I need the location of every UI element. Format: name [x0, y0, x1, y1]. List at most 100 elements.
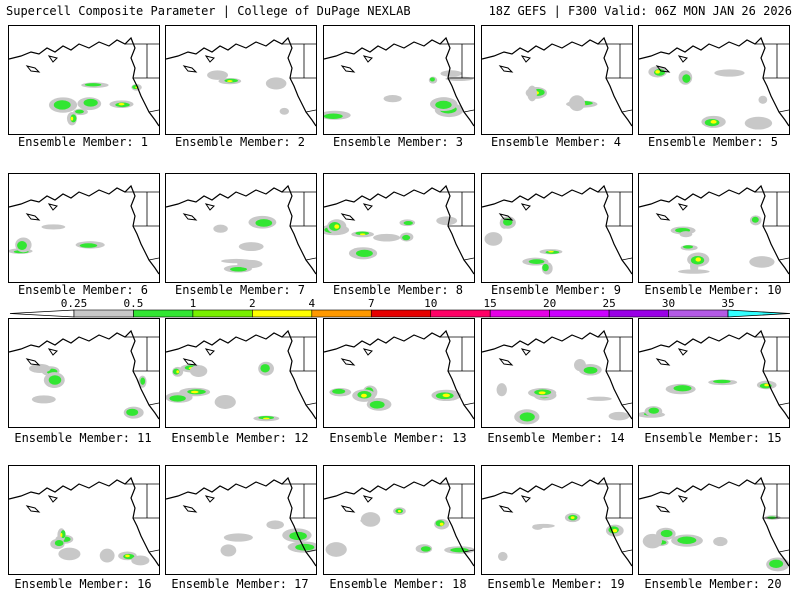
map-canvas [9, 184, 159, 275]
coastline [778, 257, 789, 261]
colorbar-segment [430, 309, 491, 318]
colorbar-segment [252, 309, 313, 318]
colorbar-tick-label: 4 [309, 297, 316, 310]
coastline [25, 358, 41, 366]
scp-contour-high [70, 116, 74, 121]
member-caption: Ensemble Member: 9 [490, 283, 622, 297]
scp-contour-high [538, 391, 546, 395]
scp-contour-mid [519, 412, 535, 422]
colorbar-tick-label: 20 [543, 297, 556, 310]
member-caption: Ensemble Member: 13 [329, 431, 467, 445]
scp-contour-low [265, 77, 287, 90]
scp-contour-mid [583, 366, 598, 374]
map-canvas [324, 329, 474, 420]
map-canvas [166, 184, 316, 275]
ensemble-map-panel [165, 173, 317, 283]
ensemble-map-panel [323, 173, 475, 283]
map-canvas [639, 329, 789, 420]
coastline [463, 549, 474, 553]
ensemble-map-panel [638, 318, 790, 428]
scp-contour-high [397, 510, 402, 513]
coastline [498, 358, 514, 366]
coastline [655, 358, 671, 366]
scp-contour-mid [435, 520, 445, 527]
scp-contour-high [442, 393, 450, 398]
scp-contour-high [263, 417, 270, 420]
scp-contour-high [695, 257, 701, 262]
coastline [482, 476, 632, 567]
colorbar-tick-label: 30 [662, 297, 675, 310]
coastline [498, 65, 514, 73]
scp-contour-low [213, 224, 228, 233]
coastline [482, 36, 632, 127]
scp-contour-low [586, 396, 612, 401]
ensemble-map-panel [481, 318, 633, 428]
coastline [778, 549, 789, 553]
coastline [305, 257, 316, 261]
scp-contour-mid [140, 377, 146, 385]
coastline [463, 257, 474, 261]
coastline [340, 358, 356, 366]
scp-contour-mid [402, 234, 411, 241]
coastline [340, 213, 356, 221]
colorbar-over-arrow [727, 309, 791, 318]
member-caption: Ensemble Member: 16 [14, 577, 152, 591]
scp-contour-low [749, 256, 775, 268]
member-caption: Ensemble Member: 4 [490, 135, 622, 149]
colorbar-segment [133, 309, 194, 318]
ensemble-map-panel [165, 465, 317, 575]
scp-contour-mid [677, 536, 697, 544]
coastline [498, 213, 514, 221]
scp-contour-low [383, 95, 402, 103]
map-canvas [9, 329, 159, 420]
coastline [677, 495, 688, 503]
scp-contour-low [41, 224, 66, 230]
scp-contour-mid [355, 249, 373, 258]
scp-contour-mid [769, 559, 784, 568]
scp-contour-mid [324, 113, 343, 119]
coastline [204, 203, 215, 211]
scp-contour-high [548, 250, 554, 253]
map-canvas [639, 184, 789, 275]
scp-contour-mid [83, 98, 98, 107]
coastline [324, 476, 474, 567]
scp-contour-low [238, 242, 264, 252]
ensemble-map-panel [481, 173, 633, 283]
scp-contour-high [359, 233, 366, 236]
coastline [47, 495, 58, 503]
member-caption: Ensemble Member: 15 [644, 431, 782, 445]
map-canvas [166, 329, 316, 422]
member-caption: Ensemble Member: 18 [329, 577, 467, 591]
coastline [621, 257, 632, 261]
coastline [520, 203, 531, 211]
scp-contour-mid [295, 543, 315, 551]
scp-contour-high [764, 383, 770, 387]
header-valid-time: 18Z GEFS | F300 Valid: 06Z MON JAN 26 20… [488, 4, 792, 18]
ensemble-map-panel [323, 25, 475, 135]
coastline [677, 348, 688, 356]
coastline [639, 476, 789, 567]
colorbar-tick-label: 0.25 [61, 297, 88, 310]
coastline [362, 495, 373, 503]
scp-contour-mid [403, 221, 413, 226]
scp-contour-mid [79, 243, 98, 248]
coastline [148, 549, 159, 553]
member-caption: Ensemble Member: 3 [332, 135, 464, 149]
member-caption: Ensemble Member: 19 [487, 577, 625, 591]
scp-contour-low [31, 395, 56, 404]
ensemble-map-panel [8, 318, 160, 428]
coastline [463, 402, 474, 406]
ensemble-map-panel [8, 173, 160, 283]
scp-contour-high [334, 224, 340, 229]
coastline [148, 109, 159, 113]
member-caption: Ensemble Member: 1 [17, 135, 149, 149]
coastline [639, 36, 789, 127]
scp-contour-low [325, 542, 347, 557]
coastline [520, 348, 531, 356]
ensemble-map-panel [638, 173, 790, 283]
coastline [655, 65, 671, 73]
scp-contour-mid [673, 385, 692, 392]
scp-contour-high [190, 390, 199, 394]
scp-contour-low [436, 216, 458, 226]
coastline [639, 184, 789, 275]
